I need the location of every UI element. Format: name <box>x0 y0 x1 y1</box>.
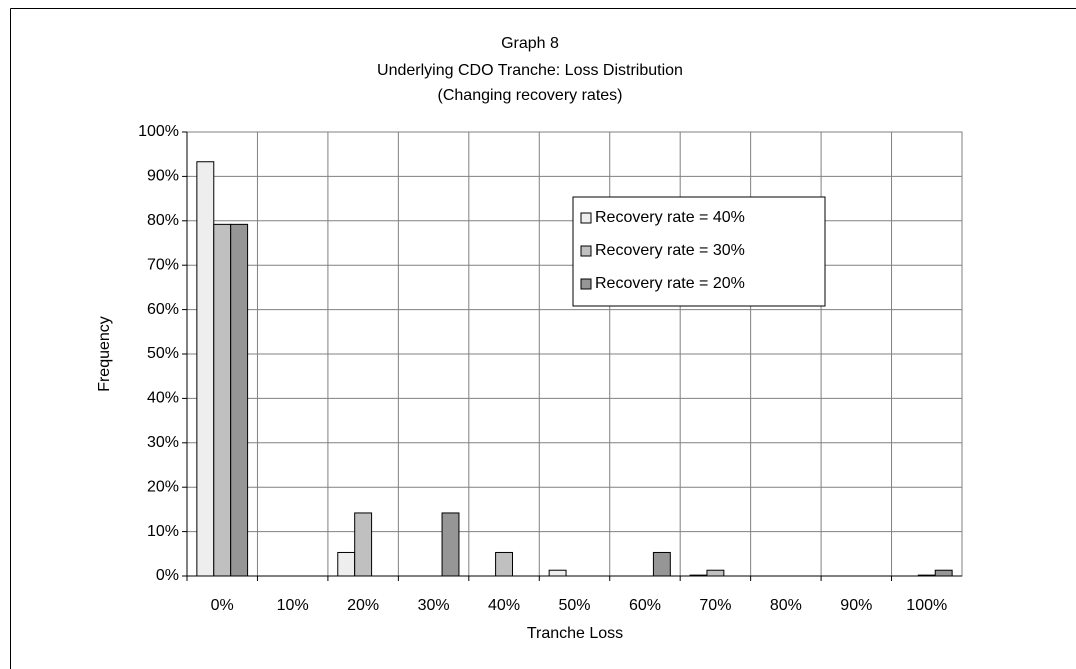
chart-title: Graph 8 <box>501 35 559 52</box>
legend-label: Recovery rate = 40% <box>595 209 745 226</box>
y-tick-label: 100% <box>138 123 179 140</box>
y-tick-label: 90% <box>147 168 179 185</box>
y-tick-label: 80% <box>147 212 179 229</box>
x-tick-label: 80% <box>770 597 802 614</box>
y-tick-label: 50% <box>147 345 179 362</box>
x-tick-label: 20% <box>347 597 379 614</box>
x-tick-label: 100% <box>906 597 947 614</box>
legend-label: Recovery rate = 20% <box>595 275 745 292</box>
x-tick-label: 0% <box>211 597 234 614</box>
chart-title: Underlying CDO Tranche: Loss Distributio… <box>377 62 683 79</box>
y-tick-label: 10% <box>147 523 179 540</box>
y-axis-label: Frequency <box>96 316 113 392</box>
chart-title: (Changing recovery rates) <box>438 87 623 104</box>
legend-label: Recovery rate = 30% <box>595 242 745 259</box>
y-tick-label: 70% <box>147 256 179 273</box>
x-tick-label: 50% <box>558 597 590 614</box>
bar <box>441 512 460 577</box>
bar <box>230 223 249 577</box>
bar <box>706 569 725 577</box>
y-tick-label: 30% <box>147 434 179 451</box>
x-tick-label: 70% <box>699 597 731 614</box>
bar <box>213 223 232 577</box>
legend-swatch <box>580 212 592 224</box>
legend <box>572 196 826 307</box>
x-tick-label: 40% <box>488 597 520 614</box>
x-axis-label: Tranche Loss <box>527 625 623 642</box>
y-tick-label: 60% <box>147 301 179 318</box>
x-tick-label: 90% <box>840 597 872 614</box>
bar <box>196 161 215 577</box>
bar <box>337 551 356 577</box>
bar <box>354 512 373 577</box>
x-tick-label: 30% <box>418 597 450 614</box>
bar <box>495 551 514 577</box>
bar <box>548 569 567 577</box>
y-tick-label: 40% <box>147 390 179 407</box>
legend-swatch <box>580 245 592 257</box>
legend-swatch <box>580 278 592 290</box>
y-tick-label: 20% <box>147 478 179 495</box>
bar <box>934 569 953 577</box>
x-tick-label: 60% <box>629 597 661 614</box>
x-tick-label: 10% <box>277 597 309 614</box>
bar <box>652 551 671 577</box>
y-tick-label: 0% <box>156 567 179 584</box>
